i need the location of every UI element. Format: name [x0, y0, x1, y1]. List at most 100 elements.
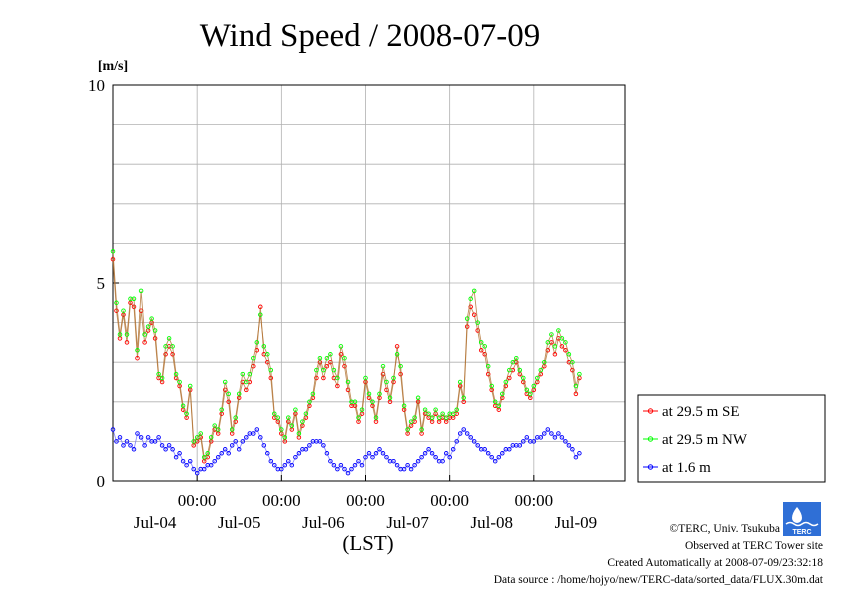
data-point [321, 367, 326, 373]
data-point [180, 458, 186, 464]
data-point [131, 296, 137, 302]
data-point [135, 348, 140, 353]
data-point [236, 447, 242, 452]
data-point [398, 363, 403, 369]
data-point [563, 348, 568, 353]
data-point [342, 355, 347, 361]
data-point [570, 367, 575, 373]
data-point [170, 447, 175, 452]
data-point [156, 371, 161, 377]
data-point [135, 431, 140, 436]
data-point [289, 462, 295, 468]
y-tick-label: 5 [97, 274, 106, 293]
x-day-label: Jul-04 [134, 513, 177, 532]
data-point [244, 387, 249, 393]
data-point [331, 462, 337, 468]
data-point [170, 352, 175, 357]
data-point [219, 407, 224, 412]
data-point [338, 462, 344, 468]
data-point [482, 447, 487, 452]
data-point [244, 379, 249, 385]
data-point [549, 431, 554, 436]
data-point [538, 435, 544, 440]
data-point [156, 435, 161, 440]
grid-lines [113, 85, 625, 481]
data-point [489, 454, 494, 460]
water-drop-icon [792, 507, 802, 523]
data-point [205, 451, 210, 456]
data-point [394, 462, 400, 468]
data-point [528, 391, 533, 397]
data-point [121, 308, 126, 313]
data-point [289, 423, 295, 428]
x-day-label: Jul-08 [470, 513, 513, 532]
y-axis-label: [m/s] [98, 59, 128, 74]
data-point [342, 466, 347, 472]
data-point [258, 312, 263, 317]
data-point [142, 443, 147, 448]
data-point [254, 427, 260, 432]
data-point [566, 352, 572, 357]
data-point [114, 300, 119, 306]
data-point [201, 454, 207, 460]
data-point [124, 332, 130, 337]
x-day-label: Jul-09 [555, 513, 598, 532]
data-point [198, 431, 203, 436]
data-point [524, 435, 530, 440]
data-point [233, 415, 238, 420]
data-point [191, 466, 196, 472]
data-point [556, 328, 561, 333]
data-point [370, 454, 375, 460]
x-day-label: Jul-05 [218, 513, 261, 532]
data-point [349, 466, 354, 472]
data-point [261, 344, 267, 349]
x-day-label: Jul-06 [302, 513, 345, 532]
data-point [507, 447, 512, 452]
data-point [173, 371, 179, 377]
data-point [507, 367, 512, 373]
chart-title: Wind Speed / 2008-07-09 [200, 18, 541, 54]
x-tick-time-label: 00:00 [178, 491, 217, 510]
data-point [121, 443, 126, 448]
data-point [510, 359, 516, 365]
data-point [563, 340, 568, 345]
data-point [478, 340, 484, 345]
data-point [398, 371, 403, 377]
data-point [405, 427, 410, 432]
data-point [384, 454, 389, 460]
data-point [573, 391, 579, 397]
data-point [338, 352, 344, 357]
data-point [552, 352, 558, 357]
x-tick-time-label: 00:00 [262, 491, 301, 510]
data-point [184, 411, 189, 416]
data-point [117, 435, 123, 440]
data-point [268, 458, 274, 464]
data-point [429, 415, 435, 420]
data-point [163, 447, 168, 452]
data-point [149, 316, 154, 321]
data-point [464, 316, 470, 321]
data-point [521, 439, 526, 444]
data-point [296, 431, 302, 436]
x-tick-time-label: 00:00 [430, 491, 469, 510]
data-point [517, 443, 523, 448]
data-point [450, 411, 456, 416]
data-point [138, 435, 144, 440]
legend: at 29.5 m SE at 29.5 m NW at 1.6 m [637, 394, 826, 483]
data-point [212, 423, 217, 428]
data-point [422, 451, 428, 456]
data-point [177, 379, 182, 385]
data-point [412, 415, 417, 420]
data-point [503, 379, 509, 385]
data-point [265, 352, 270, 357]
data-point [436, 415, 442, 420]
data-point [310, 391, 316, 397]
wave-icon [785, 521, 819, 527]
data-point [454, 439, 459, 444]
data-point [282, 435, 288, 440]
data-point [177, 451, 182, 456]
data-point [226, 391, 231, 397]
x-tick-time-label: 00:00 [514, 491, 553, 510]
data-point [359, 407, 365, 412]
data-point [394, 344, 400, 349]
